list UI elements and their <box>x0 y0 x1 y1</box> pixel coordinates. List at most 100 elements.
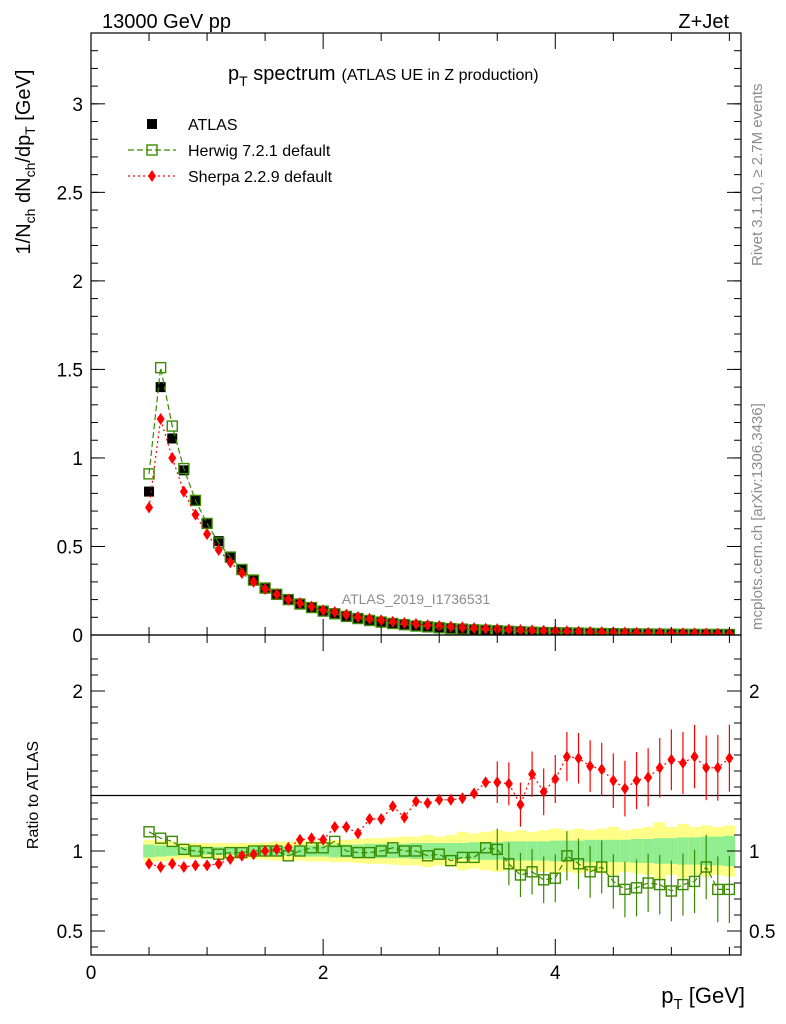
main-point-2-43 <box>644 626 653 635</box>
main-point-2-42 <box>632 626 641 635</box>
main-line-2 <box>148 418 730 635</box>
ratio-point-1-46 <box>678 757 687 769</box>
ratio-series-0 <box>143 826 736 923</box>
ratio-point-1-14 <box>307 832 316 845</box>
ratio-point-1-19 <box>365 813 374 825</box>
main-point-0-3 <box>178 465 189 476</box>
main-point-2-21 <box>388 615 397 628</box>
ratio-point-0-21 <box>387 842 399 854</box>
band-stat-22 <box>398 843 411 859</box>
main-point-2-38 <box>586 625 595 635</box>
main-point-0-2 <box>167 433 178 444</box>
main-point-0-6 <box>213 536 224 547</box>
band-stat-19 <box>363 843 376 859</box>
ratio-point-1-30 <box>493 776 502 789</box>
ratio-point-0-33 <box>526 866 538 878</box>
ratio-point-1-15 <box>319 833 328 846</box>
main-point-2-0 <box>145 501 154 514</box>
ratio-point-0-40 <box>607 875 620 888</box>
main-point-1-1 <box>154 361 167 374</box>
ratio-point-0-37 <box>572 858 585 870</box>
ratio-point-0-38 <box>584 866 596 878</box>
band-stat-2 <box>166 846 179 856</box>
ratio-point-1-22 <box>400 811 409 824</box>
y-axis-label-ratio: Ratio to ATLAS <box>25 741 42 849</box>
ratio-point-1-42 <box>632 774 641 787</box>
ratio-point-0-24 <box>421 850 434 862</box>
band-stat-15 <box>317 845 329 857</box>
ratio-point-1-44 <box>655 761 664 774</box>
ratio-point-1-11 <box>272 843 281 856</box>
ratio-point-1-27 <box>458 792 467 805</box>
legend-marker-0 <box>147 119 157 129</box>
main-point-2-6 <box>214 544 223 557</box>
ratio-point-0-25 <box>433 848 445 860</box>
main-point-2-27 <box>458 621 467 634</box>
band-stat-21 <box>386 843 399 859</box>
ratio-point-0-42 <box>630 882 643 894</box>
legend-marker-2 <box>148 170 156 182</box>
ratio-point-1-17 <box>342 821 351 833</box>
main-point-2-17 <box>342 608 351 621</box>
ratio-point-1-31 <box>504 777 513 790</box>
ratio-point-1-36 <box>562 750 571 763</box>
ratio-ytick-label-right-0: 0.5 <box>749 922 775 943</box>
ratio-point-1-25 <box>435 793 444 806</box>
main-point-2-44 <box>655 627 664 635</box>
main-point-2-31 <box>504 623 513 635</box>
ratio-point-0-23 <box>410 845 422 857</box>
main-ytick-label-3: 1.5 <box>57 360 83 381</box>
ratio-point-1-0 <box>145 857 154 870</box>
ratio-point-1-28 <box>470 787 479 800</box>
analysis-watermark: ATLAS_2019_I1736531 <box>342 591 491 607</box>
main-point-2-22 <box>400 616 409 629</box>
ratio-point-0-31 <box>503 858 515 870</box>
main-point-2-26 <box>446 620 455 633</box>
ratio-plot-marks <box>143 724 736 923</box>
band-stat-3 <box>178 847 190 855</box>
main-point-2-46 <box>678 627 687 635</box>
main-point-2-29 <box>481 622 490 635</box>
ratio-point-0-32 <box>514 869 527 881</box>
plot-title: pT spectrum (ATLAS UE in Z production) <box>228 63 539 89</box>
ratio-point-1-26 <box>446 793 455 806</box>
header-right: Z+Jet <box>678 11 729 33</box>
xtick-label-0: 0 <box>86 963 97 984</box>
main-point-2-48 <box>702 627 711 635</box>
main-point-1-3 <box>178 462 190 475</box>
main-point-2-47 <box>690 627 699 635</box>
ratio-point-0-48 <box>700 861 712 873</box>
xtick-label-2: 4 <box>550 963 561 984</box>
ratio-point-1-21 <box>388 800 397 813</box>
header-left: 13000 GeV pp <box>102 11 231 33</box>
main-point-2-33 <box>528 624 537 635</box>
band-stat-4 <box>189 847 202 855</box>
ratio-point-1-32 <box>516 798 525 811</box>
main-point-2-15 <box>319 604 328 617</box>
ratio-point-1-39 <box>597 763 606 776</box>
ratio-point-0-34 <box>537 874 550 886</box>
band-stat-34 <box>537 841 550 861</box>
band-stat-44 <box>653 838 666 864</box>
ratio-point-1-3 <box>179 861 188 873</box>
legend-label-1: Herwig 7.2.1 default <box>188 143 331 160</box>
ratio-point-1-40 <box>609 774 618 787</box>
ratio-point-1-24 <box>423 797 432 809</box>
ratio-point-1-34 <box>539 785 548 798</box>
main-point-2-8 <box>237 567 246 580</box>
ratio-point-0-20 <box>375 845 387 857</box>
ratio-point-1-7 <box>226 853 235 865</box>
main-point-1-0 <box>143 468 155 480</box>
main-point-2-2 <box>168 451 177 464</box>
band-stat-40 <box>607 839 620 863</box>
ratio-point-1-38 <box>586 760 595 773</box>
ratio-ytick-label-left-1: 1 <box>72 842 83 863</box>
ratio-ytick-label-right-2: 2 <box>749 682 760 703</box>
ratio-point-0-47 <box>688 875 701 888</box>
band-stat-35 <box>549 840 562 862</box>
main-point-2-34 <box>539 624 548 635</box>
legend: ATLAS Herwig 7.2.1 default Sherpa 2.2.9 de… <box>128 117 333 186</box>
band-stat-45 <box>665 838 678 864</box>
ratio-point-0-39 <box>596 861 608 873</box>
ratio-point-0-44 <box>654 878 666 891</box>
